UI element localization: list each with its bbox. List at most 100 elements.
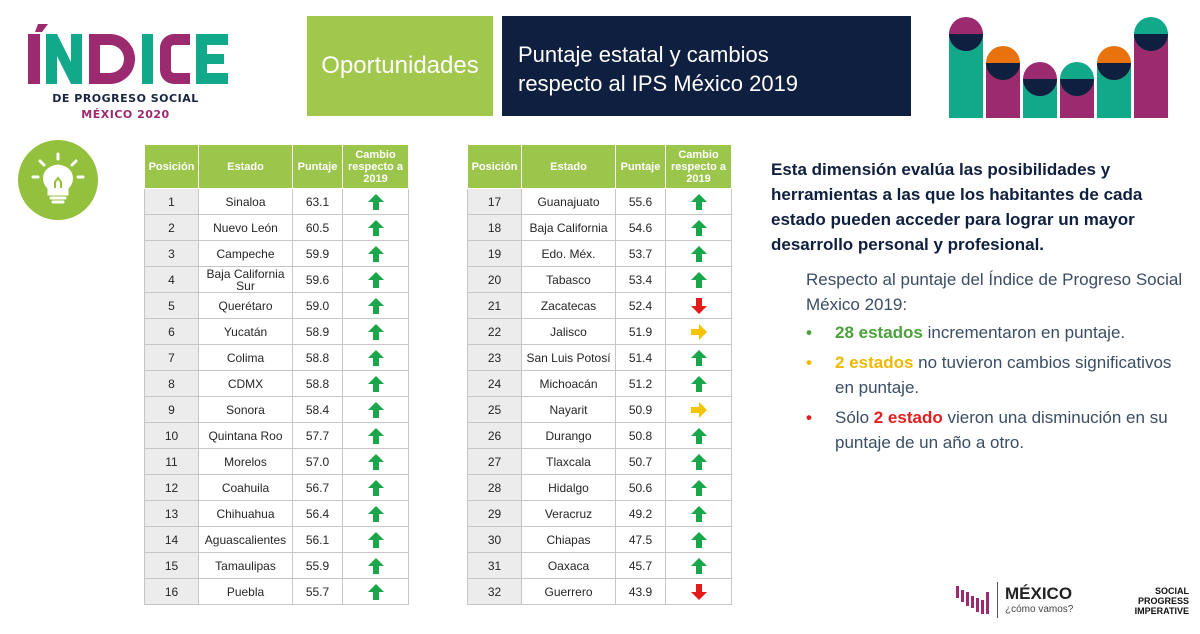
cell-change (342, 292, 409, 319)
ranking-table-right: Posición Estado Puntaje Cambio respecto … (467, 144, 732, 605)
arrow-up-icon (690, 375, 707, 392)
cell-change (342, 188, 409, 215)
decorative-bars-graphic (949, 17, 1168, 118)
bullet-dot: • (806, 353, 812, 372)
col-header-score: Puntaje (292, 144, 343, 189)
table-row: 32 Guerrero 43.9 (467, 578, 732, 605)
cell-state: Zacatecas (521, 292, 616, 319)
table-row: 24 Michoacán 51.2 (467, 370, 732, 397)
cell-score: 57.7 (292, 422, 343, 449)
cell-score: 58.8 (292, 370, 343, 397)
table-row: 2 Nuevo León 60.5 (144, 214, 409, 241)
summary-bullet: • 2 estados no tuvieron cambios significa… (806, 350, 1186, 400)
cell-score: 50.7 (615, 448, 666, 475)
cell-state: Guanajuato (521, 188, 616, 215)
table-row: 30 Chiapas 47.5 (467, 526, 732, 553)
cell-score: 63.1 (292, 188, 343, 215)
dimension-description: Esta dimensión evalúa las posibilidades … (771, 160, 1143, 254)
cell-change (665, 292, 732, 319)
cell-state: Veracruz (521, 500, 616, 527)
title-line-2: respecto al IPS México 2019 (518, 71, 799, 96)
cell-score: 56.4 (292, 500, 343, 527)
cell-state: Colima (198, 344, 293, 371)
cell-change (342, 552, 409, 579)
cell-change (342, 422, 409, 449)
cell-state: Querétaro (198, 292, 293, 319)
cell-score: 45.7 (615, 552, 666, 579)
cell-position: 10 (144, 422, 199, 449)
cell-score: 51.4 (615, 344, 666, 371)
cell-position: 16 (144, 578, 199, 605)
cell-position: 9 (144, 396, 199, 423)
cell-position: 27 (467, 448, 522, 475)
table-row: 31 Oaxaca 45.7 (467, 552, 732, 579)
dimension-label: Oportunidades (307, 16, 493, 116)
cell-score: 55.6 (615, 188, 666, 215)
cell-position: 25 (467, 396, 522, 423)
table-row: 11 Morelos 57.0 (144, 448, 409, 475)
arrow-up-icon (367, 323, 384, 340)
cell-state: Aguascalientes (198, 526, 293, 553)
cell-score: 50.8 (615, 422, 666, 449)
cell-score: 60.5 (292, 214, 343, 241)
cell-position: 28 (467, 474, 522, 501)
table-row: 13 Chihuahua 56.4 (144, 500, 409, 527)
cell-score: 55.9 (292, 552, 343, 579)
summary-bullet: • Sólo 2 estado vieron una disminución en… (806, 405, 1186, 455)
col-header-score: Puntaje (615, 144, 666, 189)
arrow-up-icon (690, 271, 707, 288)
bullet-dot: • (806, 323, 812, 342)
arrow-up-icon (367, 375, 384, 392)
table-row: 10 Quintana Roo 57.7 (144, 422, 409, 449)
cell-position: 15 (144, 552, 199, 579)
page-title: Puntaje estatal y cambios respecto al IP… (502, 16, 911, 116)
cell-position: 14 (144, 526, 199, 553)
table-row: 16 Puebla 55.7 (144, 578, 409, 605)
cell-score: 43.9 (615, 578, 666, 605)
arrow-up-icon (690, 453, 707, 470)
cell-change (665, 266, 732, 293)
cell-score: 49.2 (615, 500, 666, 527)
cell-score: 58.4 (292, 396, 343, 423)
cell-change (665, 318, 732, 345)
bullet-dot: • (806, 408, 812, 427)
table-row: 21 Zacatecas 52.4 (467, 292, 732, 319)
cell-state: Durango (521, 422, 616, 449)
table-row: 1 Sinaloa 63.1 (144, 188, 409, 215)
cell-change (665, 214, 732, 241)
cell-score: 59.0 (292, 292, 343, 319)
logo-edition: MÉXICO 2020 (81, 108, 170, 121)
arrow-up-icon (690, 531, 707, 548)
social-progress-imperative-logo: SOCIAL PROGRESS IMPERATIVE (1134, 586, 1189, 616)
cell-position: 4 (144, 266, 199, 293)
cell-score: 58.9 (292, 318, 343, 345)
cell-state: San Luis Potosí (521, 344, 616, 371)
arrow-up-icon (367, 427, 384, 444)
cell-position: 21 (467, 292, 522, 319)
cell-change (665, 396, 732, 423)
cell-state: Tamaulipas (198, 552, 293, 579)
mcv-divider (997, 582, 998, 618)
arrow-up-icon (690, 349, 707, 366)
bullet-text-after: no tuvieron cambios significativos en pu… (835, 353, 1172, 397)
cell-change (342, 370, 409, 397)
cell-score: 52.4 (615, 292, 666, 319)
arrow-right-icon (690, 323, 707, 340)
table-row: 19 Edo. Méx. 53.7 (467, 240, 732, 267)
summary-bullet: • 28 estados incrementaron en puntaje. (806, 320, 1186, 345)
cell-state: Quintana Roo (198, 422, 293, 449)
col-header-state: Estado (521, 144, 616, 189)
comparison-intro: Respecto al puntaje del Índice de Progre… (806, 270, 1183, 314)
cell-score: 51.9 (615, 318, 666, 345)
cell-position: 6 (144, 318, 199, 345)
cell-state: Chiapas (521, 526, 616, 553)
cell-state: Baja California (521, 214, 616, 241)
table-row: 5 Querétaro 59.0 (144, 292, 409, 319)
cell-change (342, 578, 409, 605)
cell-position: 12 (144, 474, 199, 501)
arrow-up-icon (367, 401, 384, 418)
cell-state: Nayarit (521, 396, 616, 423)
cell-position: 22 (467, 318, 522, 345)
cell-state: Sonora (198, 396, 293, 423)
arrow-up-icon (367, 531, 384, 548)
